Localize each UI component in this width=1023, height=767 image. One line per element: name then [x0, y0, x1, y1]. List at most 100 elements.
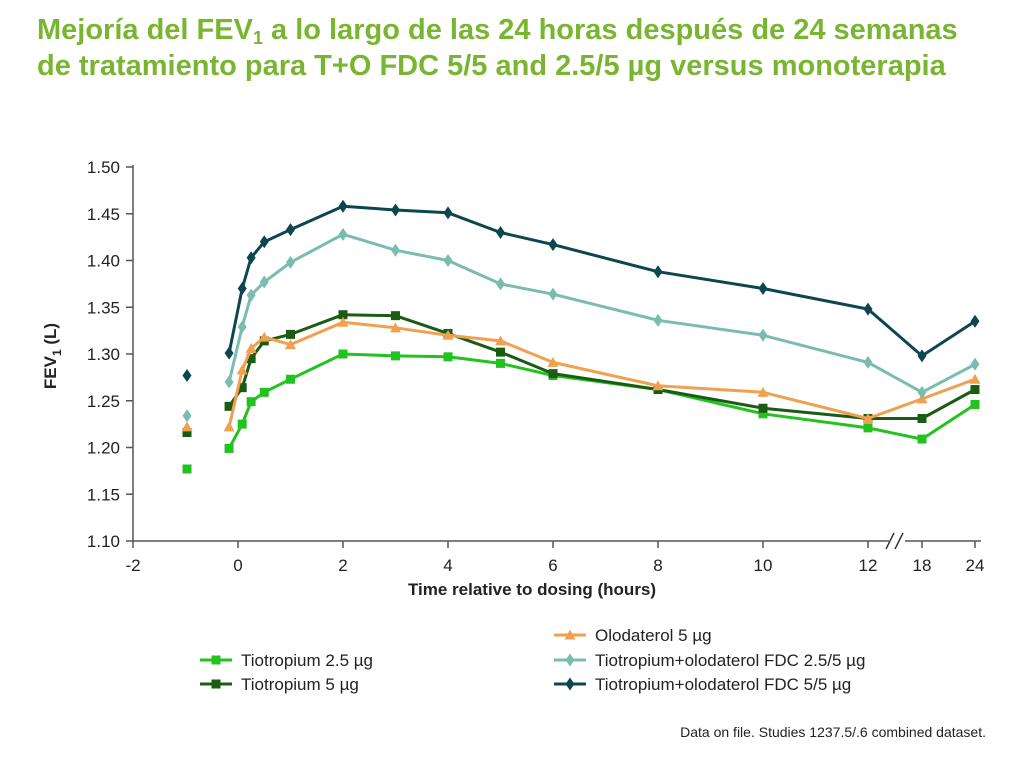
x-tick-label: -2 — [125, 556, 140, 575]
y-tick-label: 1.10 — [87, 532, 120, 551]
y-tick-label: 1.30 — [87, 345, 120, 364]
data-point — [223, 421, 235, 432]
data-point — [495, 335, 506, 346]
legend-item: Tiotropium 2.5 µg — [200, 651, 373, 670]
data-point — [917, 385, 927, 399]
data-point — [548, 238, 558, 252]
data-point — [286, 255, 295, 269]
data-point — [443, 254, 453, 267]
data-point — [757, 386, 769, 397]
data-point — [496, 225, 505, 239]
legend-label: Olodaterol 5 µg — [595, 626, 712, 645]
legend-label: Tiotropium+olodaterol FDC 2.5/5 µg — [595, 651, 865, 670]
data-point — [390, 322, 401, 333]
baseline-point — [182, 409, 192, 423]
y-tick-label: 1.35 — [87, 298, 120, 317]
data-point — [286, 374, 295, 384]
legend-label: Tiotropium 2.5 µg — [241, 651, 373, 670]
data-point — [224, 375, 234, 389]
x-axis-title: Time relative to dosing (hours) — [408, 580, 656, 599]
data-point — [224, 401, 234, 411]
data-point — [970, 357, 980, 371]
x-tick-label: 8 — [653, 556, 662, 575]
data-point — [653, 313, 663, 327]
legend-item: Tiotropium+olodaterol FDC 5/5 µg — [554, 675, 851, 694]
data-point — [970, 399, 980, 409]
data-point — [337, 316, 349, 327]
data-point — [970, 385, 980, 395]
data-point — [547, 356, 559, 367]
data-point — [237, 282, 247, 296]
data-point — [496, 358, 505, 368]
data-point — [917, 349, 927, 363]
data-point — [391, 203, 400, 217]
legend-swatch-marker — [211, 679, 221, 689]
baseline-point — [182, 428, 192, 438]
data-point — [259, 235, 269, 249]
x-tick-label: 10 — [754, 556, 773, 575]
data-point — [259, 387, 269, 397]
data-point — [443, 206, 453, 220]
x-tick-label: 2 — [338, 556, 347, 575]
data-point — [237, 320, 247, 334]
data-point — [548, 369, 558, 379]
data-point — [285, 339, 296, 350]
x-tick-label: 24 — [966, 556, 985, 575]
y-axis-title-subscript: 1 — [50, 349, 64, 356]
data-point — [917, 414, 927, 424]
y-axis-title-unit: (L) — [41, 323, 60, 349]
x-tick-label: 18 — [913, 556, 932, 575]
data-point — [246, 251, 256, 265]
data-point — [286, 223, 295, 237]
y-tick-label: 1.20 — [87, 439, 120, 458]
data-point — [391, 243, 400, 257]
data-point — [259, 275, 269, 289]
series-line — [227, 320, 976, 428]
y-axis-title-main: FEV — [41, 355, 60, 389]
data-point — [245, 342, 257, 353]
x-tick-label: 4 — [443, 556, 452, 575]
data-point — [442, 329, 454, 340]
axis-break-mark — [885, 532, 904, 550]
legend-item: Tiotropium+olodaterol FDC 2.5/5 µg — [554, 651, 865, 670]
data-point — [224, 346, 234, 360]
chart-title-subscript: 1 — [252, 28, 263, 48]
data-point — [969, 373, 981, 384]
data-point — [246, 397, 256, 407]
chart-title-part2: a lo largo de las 24 horas después de 24… — [37, 14, 958, 82]
data-point — [236, 364, 248, 375]
data-point — [758, 328, 768, 342]
data-point — [443, 352, 453, 362]
legend-swatch-marker — [565, 677, 575, 691]
series-line — [227, 352, 976, 450]
y-tick-label: 1.50 — [87, 158, 120, 177]
legend-item: Tiotropium 5 µg — [200, 675, 359, 694]
data-point — [338, 349, 348, 359]
y-tick-label: 1.25 — [87, 392, 120, 411]
data-point — [338, 310, 348, 320]
data-point — [758, 282, 768, 296]
data-point — [652, 380, 664, 391]
data-point — [863, 423, 873, 433]
legend-label: Tiotropium 5 µg — [241, 675, 359, 694]
series-5 — [182, 199, 980, 383]
data-point — [653, 265, 663, 279]
series-line — [227, 204, 976, 358]
data-point — [496, 277, 505, 291]
y-axis-title: FEV1 (L) — [41, 323, 64, 389]
data-point — [970, 314, 980, 328]
footnote: Data on file. Studies 1237.5/.6 combined… — [680, 724, 986, 740]
legend-item: Olodaterol 5 µg — [554, 626, 712, 645]
x-tick-label: 6 — [548, 556, 557, 575]
data-point — [496, 347, 505, 357]
baseline-point — [182, 464, 192, 474]
data-point — [758, 409, 768, 419]
legend-swatch-marker — [211, 655, 221, 665]
y-tick-label: 1.45 — [87, 205, 120, 224]
baseline-point — [181, 421, 193, 432]
data-point — [246, 288, 256, 302]
legend-swatch-marker — [565, 653, 575, 667]
chart-series — [181, 199, 981, 474]
series-4 — [182, 227, 980, 423]
